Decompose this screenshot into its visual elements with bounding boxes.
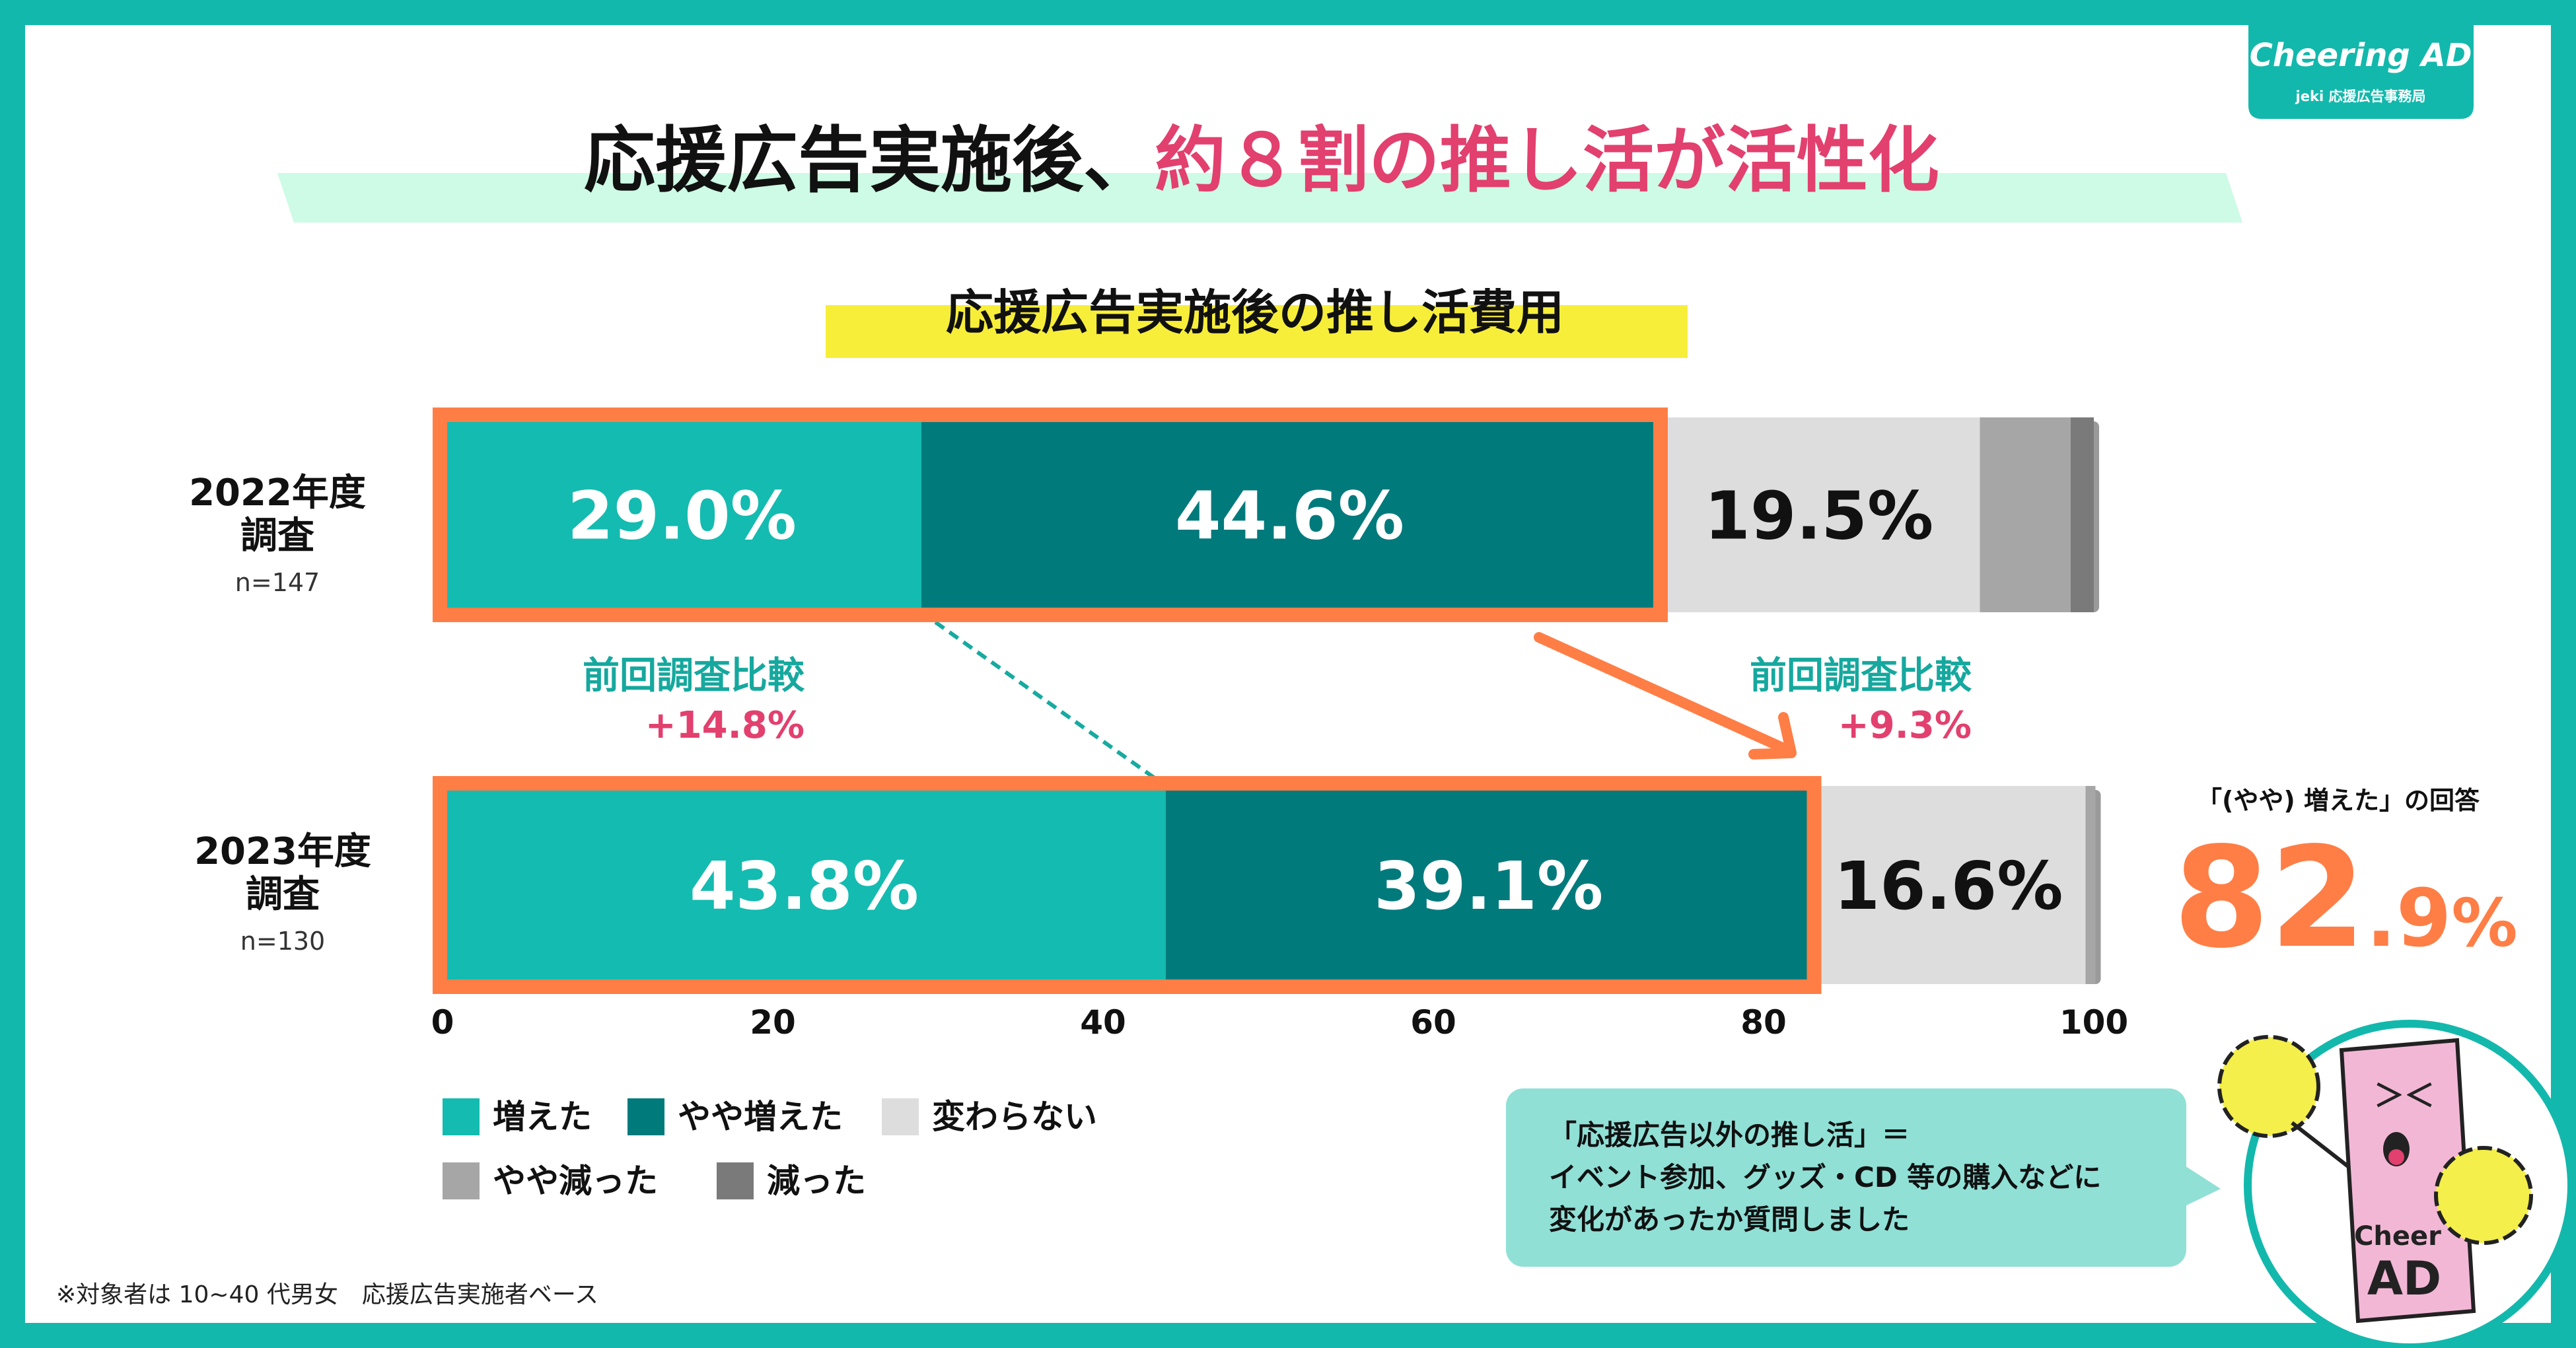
total-highlight-label: 「(やや) 増えた」の回答 [2197,786,2480,815]
legend-swatch-unchanged [882,1098,919,1135]
category-label-2023-line2: 調査 [246,873,320,916]
sample-size-2022: n=147 [235,568,320,597]
x-tick-label-0: 0 [431,1003,454,1042]
callout-bubble: 「応援広告以外の推し活」＝ イベント参加、グッズ・CD 等の購入などに 変化があ… [1506,1088,2221,1267]
comparison-value-right: +9.3% [1838,704,1972,747]
category-label-2022-line1: 2022年度 [189,472,366,514]
x-tick-label-20: 20 [750,1003,796,1042]
callout-line-3: 変化があったか質問しました [1549,1203,1910,1236]
mascot-face: ＞＜ [2374,1078,2435,1114]
page-title: 応援広告実施後、約８割の推し活が活性化 [584,120,1939,202]
chart-title: 応援広告実施後の推し活費用 [946,285,1564,340]
bar-2022-slightly-increased [921,417,1658,612]
brand-logo: Cheering AD jeki 応援広告事務局 [2248,0,2474,119]
total-highlight-unit: % [2451,884,2517,962]
footnote: ※対象者は 10~40 代男女 応援広告実施者ベース [56,1281,598,1308]
page-title-part2: 約８割の推し活が活性化 [1155,120,1939,202]
comparison-annotation-left: 前回調査比較 +14.8% [583,655,805,747]
brand-subtitle: jeki 応援広告事務局 [2295,89,2426,104]
total-highlight-decimal: .9 [2366,873,2451,965]
bar-label-2022-unchanged: 19.5% [1704,478,1933,555]
highlight-boxes [433,408,1822,994]
bar-label-2023-unchanged: 16.6% [1834,847,2063,925]
x-tick-label-80: 80 [1740,1003,1787,1042]
bar-label-2023-increased: 43.8% [690,847,919,925]
legend-label-increased: 増えた [493,1098,592,1136]
category-label-2023: 2023年度 調査 n=130 [194,830,371,956]
category-label-2023-line1: 2023年度 [194,830,371,873]
legend-label-slightly-decreased: やや減った [493,1162,658,1200]
highlight-box-2022 [433,408,1668,622]
category-label-2022-line2: 調査 [240,514,314,557]
callout-line-1: 「応援広告以外の推し活」＝ [1549,1119,1910,1151]
x-axis: 0 20 40 60 80 100 [431,1003,2129,1042]
total-highlight-main: 82 [2173,817,2366,979]
mascot-badge-line-2: AD [2367,1252,2441,1306]
comparison-dashed-connector [920,610,1167,788]
page-title-part1: 応援広告実施後、 [584,120,1155,202]
comparison-label-left: 前回調査比較 [583,655,805,697]
pompom-right-icon [2434,1146,2533,1245]
comparison-annotation-right: 前回調査比較 +9.3% [1750,655,1972,747]
highlight-box-2023 [433,776,1822,994]
legend-swatch-increased [443,1098,480,1135]
total-highlight-value: 82.9% [2173,817,2518,979]
pompom-left-icon [2217,1035,2320,1138]
brand-logo-text: Cheering AD [2250,37,2472,74]
bar-label-2023-slightly-increased: 39.1% [1374,847,1603,925]
orange-arrow [1534,632,1797,760]
bar-2023-slightly-decreased [2085,786,2096,984]
legend-swatch-slightly-decreased [443,1162,480,1199]
bar-2022-increased [443,417,921,612]
bar-label-2022-increased: 29.0% [567,478,797,555]
bar-label-2022-slightly-increased: 44.6% [1175,478,1404,555]
bar-2023-increased [443,786,1166,984]
bar-2022-slightly-decreased [1980,417,2071,612]
bar-2022-unchanged [1658,417,1980,612]
legend-label-decreased: 減った [767,1162,866,1200]
x-tick-label-60: 60 [1410,1003,1456,1042]
bar-2023-unchanged [1811,786,2086,984]
legend-swatch-decreased [717,1162,754,1199]
chart-title-band [826,305,1688,358]
title-band [277,173,2242,223]
legend-label-unchanged: 変わらない [932,1098,1097,1136]
bar-2022-decreased [2071,417,2094,612]
category-label-2022: 2022年度 調査 n=147 [189,472,366,597]
comparison-label-right: 前回調査比較 [1750,655,1972,697]
x-tick-label-100: 100 [2059,1003,2128,1042]
bar-2023-slightly-increased [1166,786,1812,984]
callout-line-2: イベント参加、グッズ・CD 等の購入などに [1549,1161,2101,1193]
comparison-value-left: +14.8% [645,704,805,747]
x-tick-label-40: 40 [1080,1003,1126,1042]
total-highlight: 「(やや) 増えた」の回答 82.9% [2173,786,2518,979]
legend-swatch-slightly-increased [627,1098,664,1135]
sample-size-2023: n=130 [240,927,325,956]
bar-series: 29.0% 44.6% 19.5% 43.8% 39.1% 16.6% [443,417,2101,984]
mascot-illustration: ＞＜ Cheer AD [2217,1020,2575,1348]
mascot-badge-line-1: Cheer [2354,1221,2441,1252]
legend-label-slightly-increased: やや増えた [678,1098,843,1136]
